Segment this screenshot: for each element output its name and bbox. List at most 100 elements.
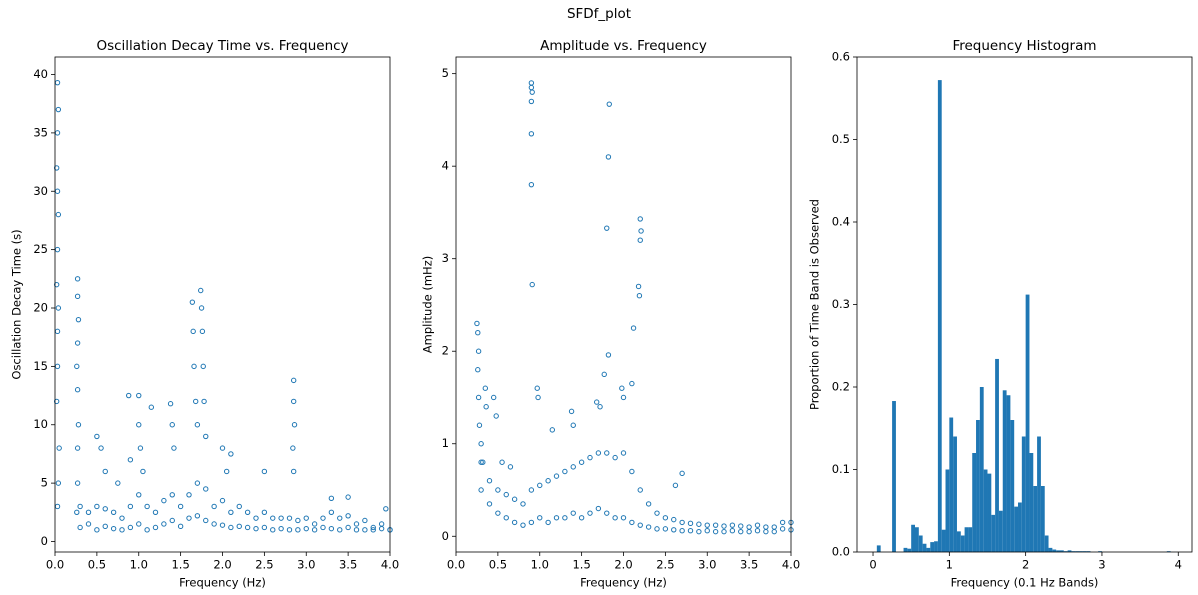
scatter-point	[535, 394, 541, 401]
scatter-point	[537, 515, 543, 521]
scatter-point	[594, 399, 600, 405]
scatter-point	[353, 521, 360, 527]
scatter-point	[746, 528, 752, 535]
scatter-point	[595, 505, 602, 512]
scatter-point	[679, 470, 685, 477]
scatter-point	[337, 527, 343, 533]
y-tick-label: 5	[442, 66, 449, 80]
scatter-point	[729, 528, 736, 534]
scatter-point	[528, 98, 535, 105]
scatter-point	[528, 84, 535, 91]
scatter-point	[115, 480, 121, 486]
figure-title: SFDf_plot	[567, 6, 631, 22]
x-tick-label: 0.0	[46, 558, 64, 572]
y-axis-label: Amplitude (mHz)	[421, 256, 435, 353]
scatter-point	[77, 524, 83, 531]
scatter-point	[171, 445, 177, 451]
histogram-bar	[1021, 436, 1026, 552]
scatter-point	[328, 509, 335, 516]
scatter-point	[486, 501, 493, 507]
axes-frame	[54, 56, 391, 553]
scatter-point	[570, 422, 576, 428]
scatter-point	[721, 528, 727, 535]
scatter-point	[211, 503, 217, 510]
scatter-point	[244, 509, 251, 516]
scatter-point	[637, 487, 643, 493]
scatter-point	[370, 524, 376, 531]
scatter-point	[74, 480, 81, 486]
x-tick-label: 3.5	[740, 558, 758, 572]
scatter-point	[662, 526, 669, 532]
scatter-point	[219, 522, 226, 528]
x-tick-label: 0.5	[489, 558, 507, 572]
scatter-point	[528, 131, 535, 137]
scatter-point	[383, 506, 389, 512]
x-tick-label: 0	[869, 558, 876, 572]
y-tick-label: 0.6	[832, 50, 850, 64]
scatter-point	[729, 522, 736, 528]
scatter-point	[190, 328, 196, 335]
scatter-point	[169, 517, 175, 524]
scatter-point	[53, 165, 60, 171]
scatter-point	[278, 525, 284, 532]
scatter-point	[362, 517, 368, 524]
scatter-point	[136, 422, 142, 428]
histogram-bar	[1098, 551, 1102, 552]
scatter-point	[320, 524, 326, 531]
scatter-point	[654, 510, 660, 516]
scatter-point	[687, 528, 694, 534]
scatter-point	[528, 487, 535, 493]
y-tick-label: 4	[442, 159, 449, 173]
scatter-point	[738, 523, 744, 529]
scatter-point	[54, 130, 61, 136]
scatter-point	[211, 521, 217, 527]
scatter-point	[529, 281, 535, 288]
y-tick-label: 0.4	[832, 215, 850, 229]
scatter-point	[480, 459, 486, 465]
scatter-point	[261, 524, 268, 531]
y-tick-label: 30	[33, 184, 48, 198]
scatter-point	[378, 521, 385, 527]
scatter-point	[779, 526, 786, 532]
scatter-point	[311, 521, 318, 527]
scatter-point	[612, 515, 618, 521]
scatter-point	[186, 515, 192, 521]
scatter-point	[553, 473, 560, 479]
x-axis-label: Frequency (0.1 Hz Bands)	[951, 576, 1099, 590]
scatter-point	[620, 394, 627, 401]
scatter-point	[136, 392, 142, 399]
scatter-point	[228, 451, 234, 457]
scatter-point	[94, 433, 100, 440]
scatter-point	[696, 521, 702, 527]
histogram-bar	[949, 417, 954, 552]
scatter-point	[102, 506, 108, 512]
scatter-point	[528, 181, 535, 188]
histogram-bar	[907, 548, 912, 552]
scatter-point	[345, 524, 351, 531]
axes-title: Frequency Histogram	[952, 38, 1096, 54]
scatter-point	[475, 394, 482, 401]
scatter-point	[568, 408, 575, 415]
scatter-point	[137, 445, 144, 451]
scatter-point	[478, 459, 484, 465]
histogram-bar	[1006, 395, 1011, 552]
scatter-point	[223, 468, 230, 475]
scatter-point	[345, 513, 351, 519]
scatter-point	[612, 454, 618, 461]
scatter-point	[738, 528, 744, 535]
scatter-point	[605, 352, 612, 358]
x-tick-label: 1.5	[572, 558, 590, 572]
scatter-point	[119, 515, 125, 521]
scatter-point	[587, 510, 593, 516]
scatter-point	[54, 79, 61, 86]
scatter-point	[295, 517, 301, 524]
scatter-point	[85, 509, 92, 516]
scatter-point	[553, 515, 560, 521]
x-tick-label: 0.5	[88, 558, 106, 572]
scatter-point	[94, 503, 100, 510]
scatter-point	[55, 211, 62, 218]
scatter-point	[295, 527, 301, 533]
x-tick-label: 1.0	[531, 558, 549, 572]
scatter-point	[763, 524, 769, 530]
